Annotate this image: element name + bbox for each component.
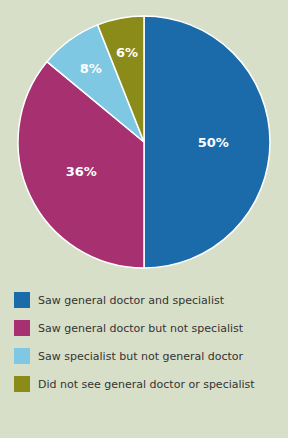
legend-swatch xyxy=(14,292,30,308)
data-label: 36% xyxy=(66,164,97,179)
legend-label: Did not see general doctor or specialist xyxy=(38,378,255,391)
chart-container: 50% 36% 8% 6% Saw general doctor and special… xyxy=(0,0,288,438)
legend: Saw general doctor and specialist Saw gen… xyxy=(14,292,255,392)
chart-svg: 50% 36% 8% 6% Saw general doctor and special… xyxy=(0,0,288,438)
data-label: 6% xyxy=(116,45,138,60)
pie xyxy=(18,16,270,268)
legend-label: Saw general doctor but not specialist xyxy=(38,322,244,335)
data-labels: 50% 36% 8% 6% xyxy=(66,45,229,179)
legend-label: Saw general doctor and specialist xyxy=(38,294,225,307)
legend-label: Saw specialist but not general doctor xyxy=(38,350,244,363)
legend-swatch xyxy=(14,376,30,392)
pie-slice xyxy=(144,16,270,268)
data-label: 8% xyxy=(80,61,102,76)
legend-swatch xyxy=(14,348,30,364)
page: {"chart_data": {"type": "pie", "categori… xyxy=(0,0,288,438)
data-label: 50% xyxy=(198,135,229,150)
legend-swatch xyxy=(14,320,30,336)
pie-slice xyxy=(98,16,144,142)
